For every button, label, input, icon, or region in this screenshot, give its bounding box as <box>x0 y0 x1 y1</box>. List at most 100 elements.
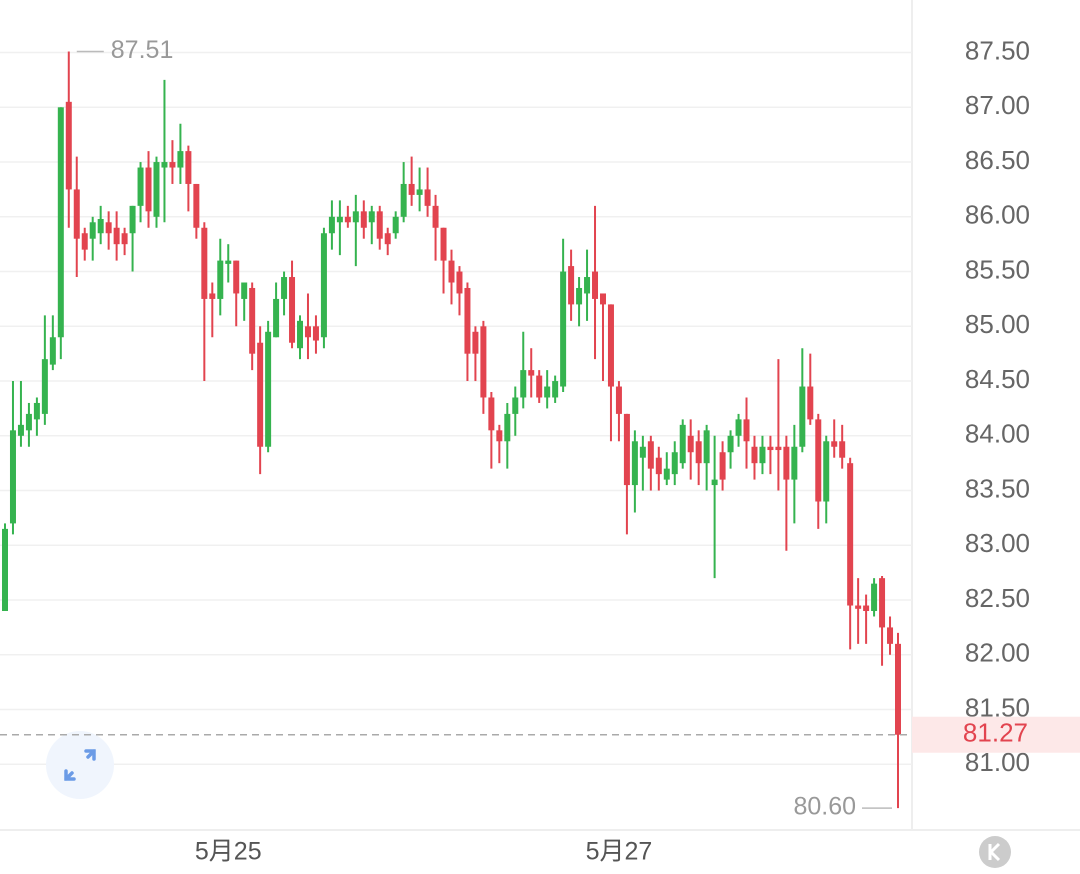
candle-body <box>639 446 646 458</box>
last-price-tag <box>912 716 1080 753</box>
candle-body <box>711 479 718 486</box>
candle-body <box>743 419 750 442</box>
candle-body <box>727 435 734 453</box>
candle-body <box>169 162 176 168</box>
k-icon <box>988 842 1001 862</box>
candle-body <box>472 331 479 354</box>
candle-body <box>312 326 319 341</box>
candle-body <box>201 227 208 299</box>
expand-button[interactable] <box>46 731 114 799</box>
candle-body <box>17 424 24 436</box>
candle-body <box>97 218 104 234</box>
k-button[interactable] <box>979 836 1011 868</box>
y-tick-label: 85.50 <box>965 254 1030 284</box>
candle-body <box>456 271 463 294</box>
candle-body <box>265 331 272 447</box>
candle-body <box>584 277 591 294</box>
candle-body <box>424 189 431 206</box>
candle-body <box>552 381 559 398</box>
candle-body <box>647 441 654 469</box>
candle-body <box>81 233 88 250</box>
candle-body <box>416 189 423 195</box>
candle-body <box>9 430 16 524</box>
candle-body <box>304 326 311 338</box>
y-tick-label: 82.00 <box>965 638 1030 668</box>
candle-body <box>137 167 144 206</box>
candle-body <box>384 233 391 245</box>
candle-body <box>576 287 583 305</box>
candle-body <box>217 260 224 299</box>
candle-body <box>560 271 567 387</box>
candle-body <box>360 211 367 228</box>
candle-body <box>432 205 439 228</box>
candle-body <box>129 205 136 234</box>
y-tick-label: 85.00 <box>965 309 1030 339</box>
last-price-label: 81.27 <box>963 718 1028 748</box>
candle-body <box>368 211 375 223</box>
candle-body <box>281 277 288 299</box>
candle-body <box>823 441 830 502</box>
candle-body <box>344 216 351 223</box>
grid <box>0 51 912 766</box>
candle-body <box>703 430 710 464</box>
candle-body <box>49 337 56 365</box>
candle-body <box>528 370 535 376</box>
candle-body <box>631 441 638 486</box>
y-tick-label: 84.00 <box>965 419 1030 449</box>
candle-body <box>512 397 519 414</box>
candle-body <box>193 183 200 228</box>
y-tick-label: 83.50 <box>965 473 1030 503</box>
candle-body <box>831 441 838 447</box>
candle-body <box>185 151 192 184</box>
candle-body <box>25 413 32 431</box>
candle-body <box>607 304 614 387</box>
low-marker-label: 80.60 <box>793 793 856 821</box>
candle-body <box>767 446 774 451</box>
candle-body <box>663 468 670 480</box>
candle-body <box>408 183 415 195</box>
candle-body <box>775 446 782 451</box>
candle-body <box>392 216 399 234</box>
candle-body <box>2 528 8 612</box>
candle-body <box>847 463 854 606</box>
candle-body <box>336 216 343 223</box>
x-tick-label: 5月27 <box>586 838 653 866</box>
y-tick-label: 83.00 <box>965 528 1030 558</box>
candle-body <box>113 227 120 245</box>
candle-body <box>448 260 455 283</box>
candle-body <box>33 402 40 420</box>
candle-body <box>257 342 264 447</box>
candle-body <box>145 167 152 212</box>
candle-body <box>791 446 798 480</box>
candle-body <box>57 107 64 338</box>
candle-body <box>759 446 766 464</box>
candle-body <box>599 293 606 305</box>
candle-body <box>815 419 822 502</box>
candle-body <box>687 435 694 453</box>
candle-body <box>41 359 48 414</box>
candle-body <box>65 101 72 190</box>
candle-body <box>735 419 742 436</box>
candle-body <box>440 227 447 261</box>
candle-body <box>671 452 678 475</box>
candle-body <box>887 627 894 644</box>
candle-body <box>73 189 80 239</box>
candle-body <box>225 260 232 264</box>
plot <box>2 51 901 809</box>
candle-body <box>400 183 407 217</box>
candle-body <box>863 605 870 612</box>
k-bg[interactable] <box>979 836 1011 868</box>
candle-body <box>480 326 487 398</box>
expand-bg[interactable] <box>46 731 114 799</box>
y-tick-label: 86.00 <box>965 200 1030 230</box>
candle-body <box>623 413 630 486</box>
candle-body <box>289 277 296 343</box>
candle-body <box>895 643 901 735</box>
candle-body <box>839 441 846 458</box>
high-marker-label: 87.51 <box>111 36 174 64</box>
candle-body <box>807 386 814 420</box>
candle-body <box>520 370 527 398</box>
candle-body <box>783 446 790 480</box>
candle-body <box>615 386 622 414</box>
